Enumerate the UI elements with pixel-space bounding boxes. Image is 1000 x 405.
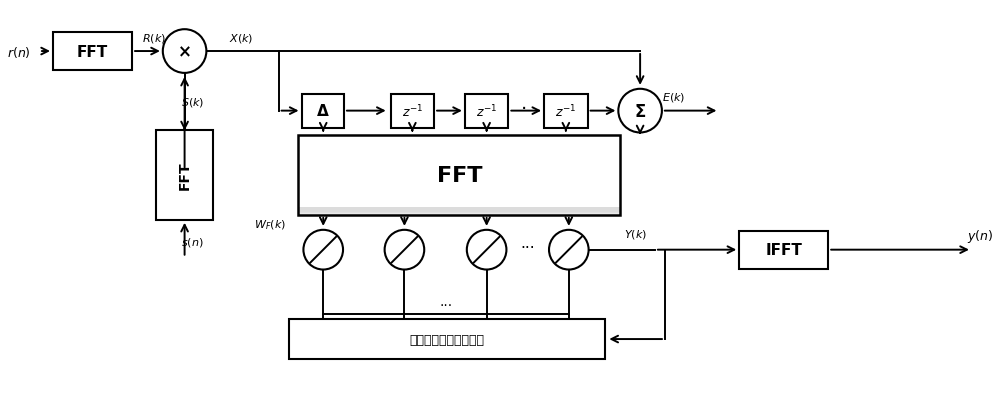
Text: $S(k)$: $S(k)$: [181, 96, 204, 109]
Bar: [465, 94, 508, 128]
Bar: [298, 207, 620, 212]
Text: ·: ·: [521, 100, 527, 119]
Circle shape: [303, 230, 343, 270]
Text: $X(k)$: $X(k)$: [229, 32, 253, 45]
Bar: [298, 211, 620, 215]
Bar: [298, 208, 620, 213]
Circle shape: [163, 30, 206, 74]
Bar: [298, 211, 620, 216]
Circle shape: [467, 230, 506, 270]
Bar: [298, 209, 620, 214]
Bar: [298, 210, 620, 215]
Circle shape: [549, 230, 589, 270]
Bar: [298, 209, 620, 214]
Text: $W_F(k)$: $W_F(k)$: [254, 217, 286, 231]
Bar: [739, 231, 828, 269]
Text: ···: ···: [520, 241, 535, 256]
Bar: [298, 208, 620, 213]
Circle shape: [618, 90, 662, 133]
Bar: [298, 209, 620, 214]
Text: ×: ×: [178, 43, 192, 61]
Text: $z^{-1}$: $z^{-1}$: [555, 103, 576, 119]
Text: ···: ···: [439, 298, 453, 313]
Bar: [298, 208, 620, 213]
Bar: [298, 209, 620, 213]
Bar: [298, 211, 620, 216]
Text: FFT: FFT: [437, 166, 482, 186]
Text: $y(n)$: $y(n)$: [967, 228, 993, 245]
Text: FFT: FFT: [178, 162, 192, 190]
Text: $z^{-1}$: $z^{-1}$: [476, 103, 497, 119]
Text: $s(n)$: $s(n)$: [181, 236, 204, 249]
Text: $R(k)$: $R(k)$: [142, 32, 166, 45]
Bar: [298, 208, 620, 213]
Text: IFFT: IFFT: [765, 243, 802, 258]
Text: 最大相关熵稀疏自适应: 最大相关熵稀疏自适应: [410, 333, 485, 346]
Text: Σ: Σ: [634, 102, 646, 120]
Text: Δ: Δ: [317, 104, 329, 119]
Bar: [298, 210, 620, 215]
Bar: [302, 94, 344, 128]
Text: $z^{-1}$: $z^{-1}$: [402, 103, 423, 119]
Text: $E(k)$: $E(k)$: [662, 91, 685, 104]
Bar: [298, 211, 620, 216]
Bar: [298, 209, 620, 214]
Bar: [289, 320, 605, 359]
Bar: [391, 94, 434, 128]
Bar: [298, 210, 620, 215]
Bar: [298, 136, 620, 215]
Bar: [53, 33, 132, 71]
Text: FFT: FFT: [77, 45, 108, 60]
Bar: [156, 131, 213, 220]
Bar: [298, 209, 620, 215]
Bar: [298, 211, 620, 216]
Circle shape: [385, 230, 424, 270]
Bar: [298, 210, 620, 215]
Text: $r(n)$: $r(n)$: [7, 45, 31, 60]
Text: $Y(k)$: $Y(k)$: [624, 228, 647, 241]
Bar: [544, 94, 588, 128]
